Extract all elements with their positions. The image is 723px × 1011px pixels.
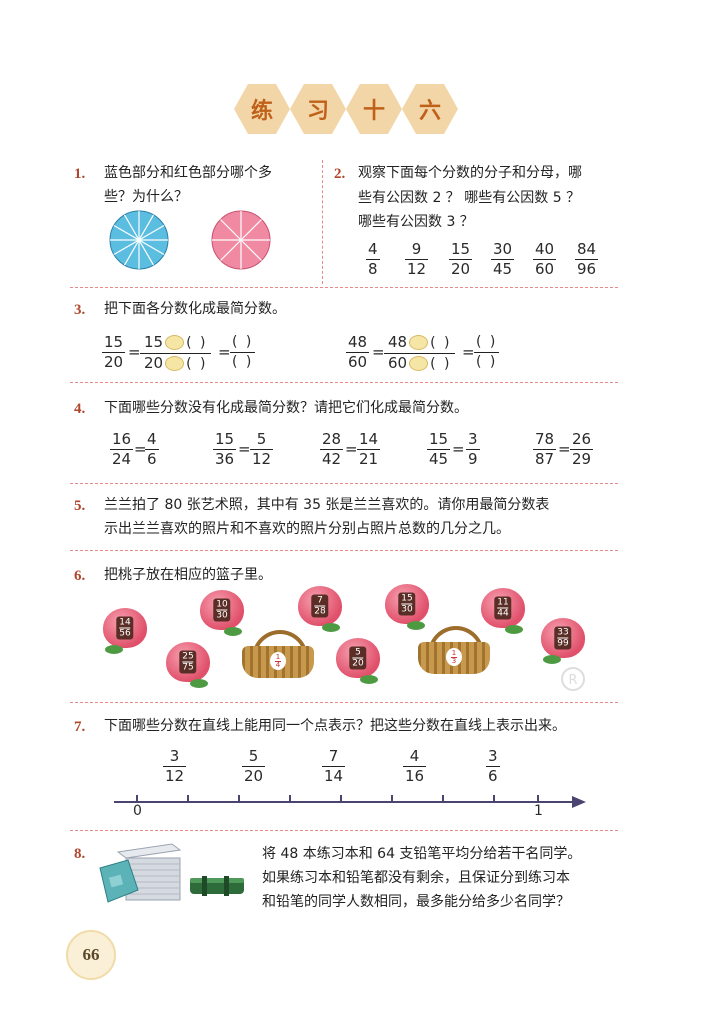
registered-mark-icon: R (561, 667, 585, 691)
q2-number: 2. (334, 166, 346, 182)
peach[interactable]: 33 99 (541, 618, 585, 664)
peach[interactable]: 7 28 (298, 586, 342, 632)
q3a-fraction-work: 15( ) 20( ) (140, 334, 212, 373)
q4-fraction-right: 26 29 (570, 430, 594, 468)
title-char-4: 六 (402, 84, 458, 134)
equals-sign: = (462, 343, 475, 361)
q5-text-line2: 示出兰兰喜欢的照片和不喜欢的照片分别占照片总数的几分之几。 (104, 521, 510, 537)
q3b-fraction-work: 48( ) 60( ) (384, 334, 456, 373)
workbook-stack-illustration (99, 843, 182, 903)
q5-number: 5. (74, 498, 86, 514)
q4-fraction-right: 5 12 (250, 430, 274, 468)
q1-text-line2: 些？为什么？ (104, 189, 188, 205)
equals-sign: = (558, 440, 571, 458)
svg-text:R: R (568, 673, 577, 688)
q2-fraction: 9 12 (405, 240, 429, 278)
blue-circle-figure (109, 210, 169, 270)
section-divider (70, 287, 618, 288)
q4-fraction-left: 28 42 (320, 430, 344, 468)
q3a-fraction: 15 20 (102, 333, 126, 371)
q4-text: 下面哪些分数没有化成最简分数？请把它们化成最简分数。 (104, 400, 468, 416)
title-char-3: 十 (346, 84, 402, 134)
q4-fraction-left: 15 36 (213, 430, 237, 468)
section-divider (70, 830, 618, 831)
q7-fraction: 3 12 (163, 747, 187, 785)
q1-number: 1. (74, 166, 86, 182)
q3b-answer-blank[interactable]: ( )( ) (474, 334, 500, 370)
q1-text-line1: 蓝色部分和红色部分哪个多 (104, 165, 272, 181)
q7-fraction: 4 16 (403, 747, 427, 785)
page-number: 66 (66, 930, 116, 980)
title-char-2: 习 (290, 84, 346, 134)
equals-sign: = (134, 440, 147, 458)
q4-fraction-left: 78 87 (533, 430, 557, 468)
title-char-1: 练 (234, 84, 290, 134)
axis-label-one: 1 (534, 803, 543, 819)
equals-sign: = (238, 440, 251, 458)
peach[interactable]: 11 44 (481, 588, 525, 634)
q3-number: 3. (74, 302, 86, 318)
equals-sign: = (345, 440, 358, 458)
peach[interactable]: 25 75 (166, 642, 210, 688)
pencil-bundle-illustration (190, 876, 244, 896)
section-divider (70, 550, 618, 551)
q1-q2-divider (322, 160, 323, 284)
pink-circle-figure (211, 210, 271, 270)
peach[interactable]: 5 20 (336, 638, 380, 684)
q7-number: 7. (74, 719, 86, 735)
peach[interactable]: 14 56 (103, 608, 147, 654)
q2-text-line3: 哪些有公因数 3 ？ (358, 214, 474, 230)
q2-fraction: 40 60 (533, 240, 557, 278)
q7-fraction: 5 20 (242, 747, 266, 785)
q4-fraction-left: 16 24 (110, 430, 134, 468)
q3a-answer-blank[interactable]: ( )( ) (230, 334, 256, 370)
section-divider (70, 483, 618, 484)
q8-text-line3: 和铅笔的同学人数相同，最多能分给多少名同学？ (262, 894, 570, 910)
q2-text-line2: 些有公因数 2 ？ 哪些有公因数 5 ？ (358, 190, 581, 206)
section-divider (70, 382, 618, 383)
q3b-fraction: 48 60 (346, 333, 370, 371)
q8-text-line1: 将 48 本练习本和 64 支铅笔平均分给若干名同学。 (262, 846, 582, 862)
q8-text-line2: 如果练习本和铅笔都没有剩余，且保证分到练习本 (262, 870, 570, 886)
section-divider (70, 702, 618, 703)
peach[interactable]: 10 30 (200, 590, 244, 636)
q4-fraction-left: 15 45 (427, 430, 451, 468)
number-line (114, 795, 586, 808)
q8-number: 8. (74, 846, 86, 862)
q5-text-line1: 兰兰拍了 80 张艺术照，其中有 35 张是兰兰喜欢的。请你用最简分数表 (104, 497, 550, 513)
axis-label-zero: 0 (133, 803, 142, 819)
q7-fraction: 7 14 (322, 747, 346, 785)
peach[interactable]: 15 30 (385, 584, 429, 630)
q3-text: 把下面各分数化成最简分数。 (104, 301, 286, 317)
q2-text-line1: 观察下面每个分数的分子和分母，哪 (358, 165, 582, 181)
q6-number: 6. (74, 568, 86, 584)
q4-fraction-right: 14 21 (357, 430, 381, 468)
q6-text: 把桃子放在相应的篮子里。 (104, 567, 272, 583)
equals-sign: = (128, 343, 141, 361)
q2-fraction: 15 20 (449, 240, 473, 278)
q7-text: 下面哪些分数在直线上能用同一个点表示？把这些分数在直线上表示出来。 (104, 718, 566, 734)
q2-fraction: 84 96 (575, 240, 599, 278)
q2-fraction: 30 45 (491, 240, 515, 278)
equals-sign: = (372, 343, 385, 361)
equals-sign: = (218, 343, 231, 361)
q4-number: 4. (74, 401, 86, 417)
equals-sign: = (452, 440, 465, 458)
